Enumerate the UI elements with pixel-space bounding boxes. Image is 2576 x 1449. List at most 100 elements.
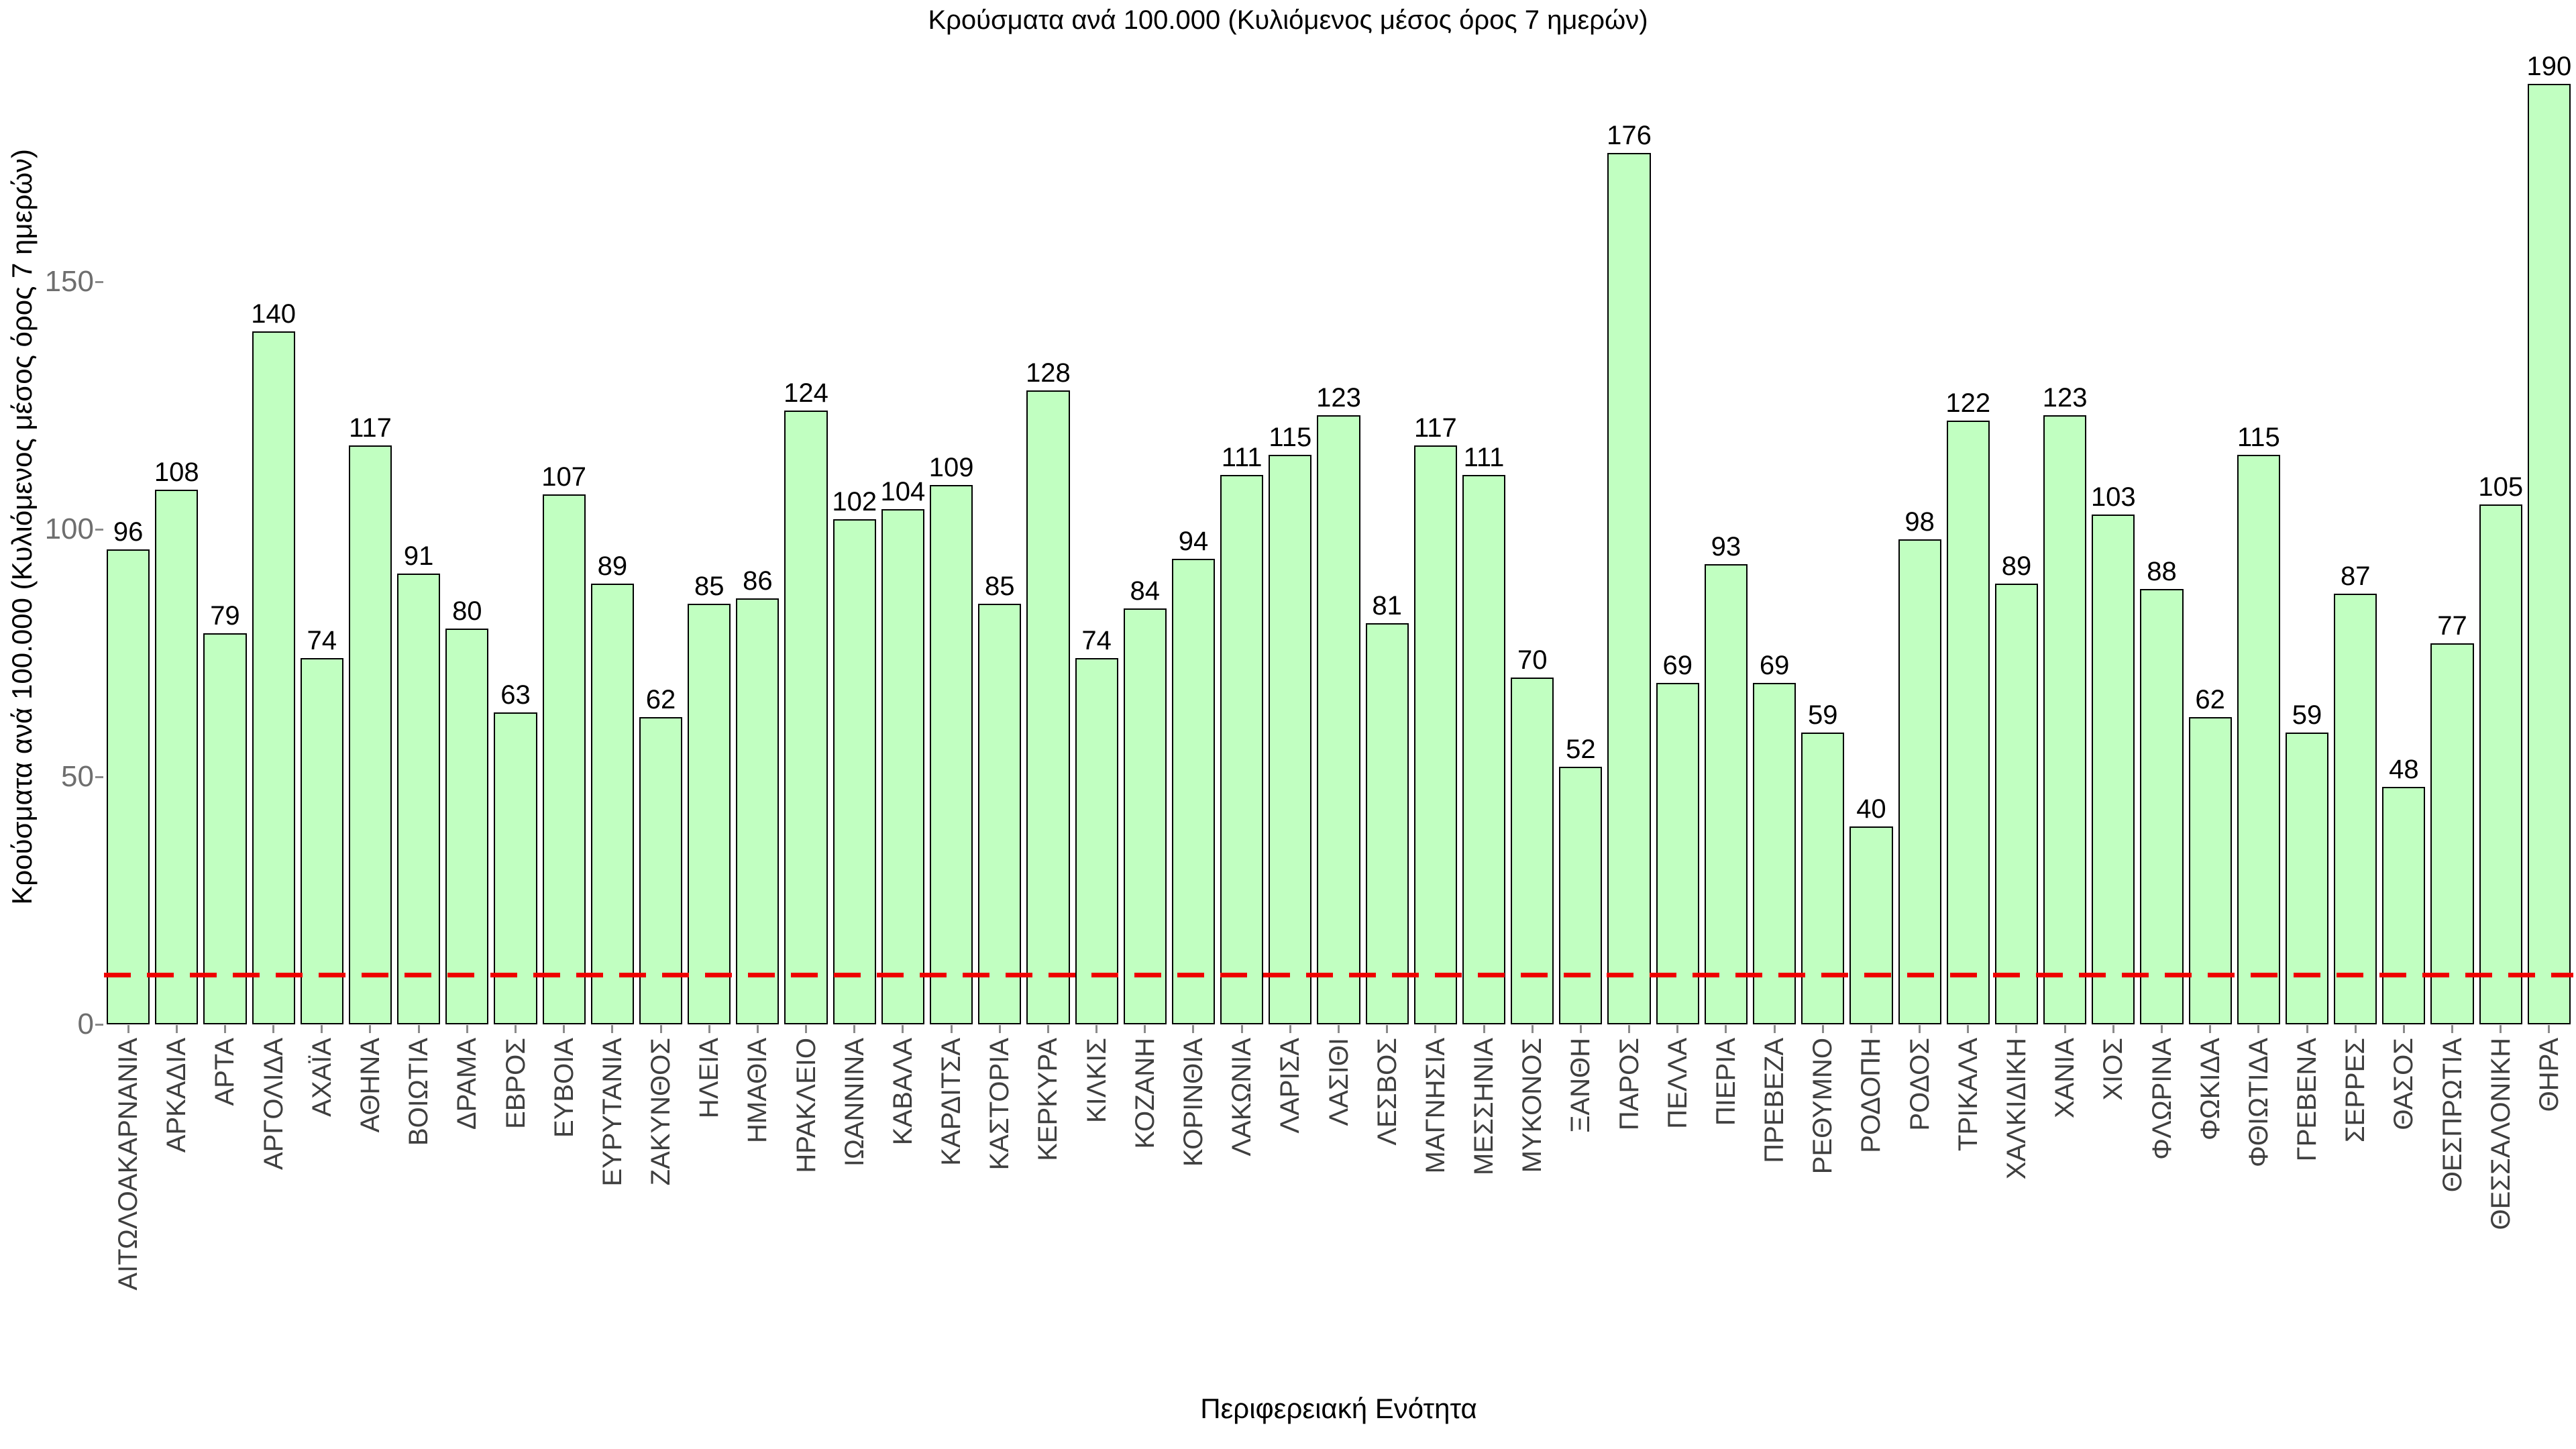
bar-value-label: 124 <box>784 378 828 408</box>
bar-value-label: 117 <box>349 413 392 443</box>
x-tick-label-text: ΓΡΕΒΕΝΑ <box>2292 1038 2322 1162</box>
x-tick-label-text: ΔΡΑΜΑ <box>452 1038 482 1130</box>
bar-value-label: 80 <box>452 596 482 626</box>
x-tick-label: ΛΑΚΩΝΙΑ <box>1227 1038 1269 1160</box>
x-tick-label-text: ΑΡΓΟΛΙΔΑ <box>258 1038 288 1171</box>
x-tick-label: ΘΑΣΟΣ <box>2389 1038 2430 1134</box>
x-tick-label: ΣΕΡΡΕΣ <box>2341 1038 2382 1146</box>
x-tick-label: ΛΑΣΙΘΙ <box>1324 1038 1366 1129</box>
x-tick-label-text: ΡΕΘΥΜΝΟ <box>1808 1038 1838 1175</box>
x-tick-label: ΑΘΗΝΑ <box>356 1038 397 1136</box>
x-tick-mark <box>1725 1025 1727 1033</box>
bar <box>1511 678 1554 1024</box>
bar-value-label: 111 <box>1221 442 1263 472</box>
x-axis-title: Περιφερειακή Ενότητα <box>1200 1393 1477 1424</box>
x-tick-mark <box>127 1025 129 1033</box>
x-tick-label-text: ΗΡΑΚΛΕΙΟ <box>791 1038 821 1173</box>
x-tick-label-text: ΚΑΡΔΙΤΣΑ <box>936 1038 967 1166</box>
bar-value-label: 108 <box>154 457 199 487</box>
x-tick-mark <box>1531 1025 1534 1033</box>
bar <box>300 657 343 1024</box>
x-tick-label-text: ΗΛΕΙΑ <box>694 1038 724 1119</box>
bar <box>2285 732 2329 1024</box>
bar <box>1607 153 1651 1024</box>
x-tick-label: ΒΟΙΩΤΙΑ <box>404 1038 445 1149</box>
x-tick-mark <box>708 1025 710 1033</box>
x-tick-label-text: ΕΥΒΟΙΑ <box>549 1038 579 1138</box>
bar <box>252 331 295 1024</box>
bar <box>1317 415 1360 1024</box>
x-tick-label-text: ΧΑΛΚΙΔΙΚΗ <box>2001 1038 2031 1180</box>
x-tick-mark <box>223 1025 226 1033</box>
x-tick-label-text: ΞΑΝΘΗ <box>1566 1038 1596 1133</box>
x-tick-mark <box>1967 1025 1970 1033</box>
x-tick-label: ΠΡΕΒΕΖΑ <box>1760 1038 1801 1167</box>
x-tick-label-text: ΘΕΣΠΡΩΤΙΑ <box>2437 1038 2467 1193</box>
x-tick-mark <box>2402 1025 2405 1033</box>
x-tick-label: ΗΛΕΙΑ <box>694 1038 736 1122</box>
bar-value-label: 70 <box>1517 645 1548 676</box>
bar <box>155 489 199 1024</box>
x-tick-mark <box>1483 1025 1485 1033</box>
x-tick-mark <box>659 1025 662 1033</box>
bar <box>978 603 1022 1024</box>
x-tick-label: ΑΡΚΑΔΙΑ <box>162 1038 203 1156</box>
x-tick-label: ΧΙΟΣ <box>2098 1038 2140 1104</box>
x-tick-label: ΕΥΒΟΙΑ <box>549 1038 591 1141</box>
bar <box>2430 643 2474 1024</box>
x-tick-label: ΚΟΡΙΝΘΙΑ <box>1179 1038 1220 1170</box>
x-tick-mark <box>805 1025 808 1033</box>
bar-value-label: 79 <box>210 600 240 631</box>
bar <box>2092 514 2135 1024</box>
x-tick-mark <box>611 1025 614 1033</box>
bar <box>2237 455 2280 1024</box>
x-tick-label: ΦΩΚΙΔΑ <box>2196 1038 2237 1144</box>
bar <box>1413 445 1457 1024</box>
bar-value-label: 109 <box>928 452 974 482</box>
bar-value-label: 176 <box>1607 121 1652 151</box>
bar-value-label: 103 <box>2090 482 2136 512</box>
x-tick-label: ΤΡΙΚΑΛΑ <box>1953 1038 1995 1155</box>
bar <box>784 410 828 1024</box>
x-tick-label-text: ΜΕΣΣΗΝΙΑ <box>1469 1038 1499 1176</box>
x-tick-label-text: ΜΑΓΝΗΣΙΑ <box>1420 1038 1450 1174</box>
bar <box>107 549 150 1024</box>
x-tick-label-text: ΠΑΡΟΣ <box>1614 1038 1644 1131</box>
x-tick-label: ΓΡΕΒΕΝΑ <box>2292 1038 2334 1165</box>
x-tick-label: ΗΜΑΘΙΑ <box>743 1038 784 1146</box>
bar-value-label: 85 <box>694 571 724 601</box>
bar-value-label: 63 <box>500 680 531 710</box>
bar-value-label: 89 <box>2001 551 2032 582</box>
x-tick-mark <box>1870 1025 1872 1033</box>
x-tick-label-text: ΚΙΛΚΙΣ <box>1081 1038 1112 1124</box>
x-tick-label-text: ΧΙΟΣ <box>2098 1038 2129 1101</box>
bar-value-label: 86 <box>743 566 773 596</box>
y-tick-label: 150 <box>44 265 94 298</box>
x-tick-mark <box>417 1025 420 1033</box>
x-tick-mark <box>2112 1025 2114 1033</box>
bar <box>1704 564 1748 1024</box>
x-tick-label-text: ΡΟΔΟΣ <box>1904 1038 1935 1131</box>
bar-value-label: 84 <box>1130 576 1161 606</box>
x-tick-mark <box>950 1025 953 1033</box>
bar <box>203 633 247 1024</box>
x-tick-label: ΜΥΚΟΝΟΣ <box>1517 1038 1559 1176</box>
bar <box>736 598 780 1024</box>
bar <box>1753 682 1796 1024</box>
y-tick-mark <box>95 776 103 778</box>
bar <box>1123 608 1167 1024</box>
x-tick-label: ΡΟΔΟΣ <box>1905 1038 1947 1134</box>
y-tick-label: 50 <box>61 760 94 793</box>
bar <box>2527 83 2571 1024</box>
threshold-line <box>104 973 2573 978</box>
bar-value-label: 85 <box>985 571 1015 601</box>
x-tick-label: ΙΩΑΝΝΙΝΑ <box>840 1038 881 1170</box>
x-tick-label: ΑΡΓΟΛΙΔΑ <box>259 1038 301 1173</box>
x-tick-mark <box>2161 1025 2163 1033</box>
bar-value-label: 48 <box>2389 754 2419 784</box>
x-tick-label: ΑΡΤΑ <box>210 1038 252 1110</box>
bar <box>1462 474 1506 1024</box>
bar-value-label: 115 <box>1269 423 1312 453</box>
x-tick-mark <box>1289 1025 1291 1033</box>
x-tick-label: ΑΧΑΪΑ <box>307 1038 349 1120</box>
